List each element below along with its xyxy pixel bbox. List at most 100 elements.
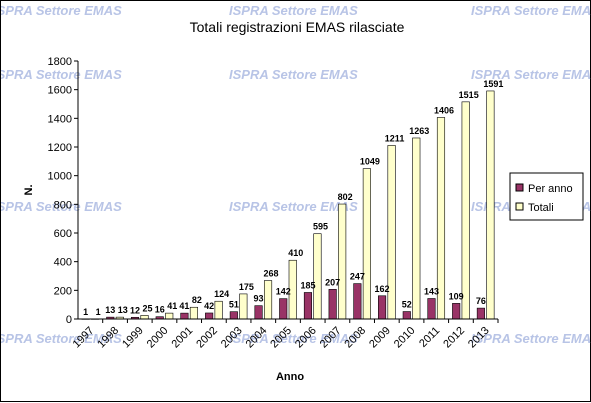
data-label-totali: 1211 xyxy=(385,133,405,143)
data-label-totali: 13 xyxy=(118,305,128,315)
y-tick-label: 1600 xyxy=(48,85,72,97)
bar-per-anno xyxy=(402,311,411,320)
data-label-per-anno: 185 xyxy=(300,280,315,290)
legend-label-per-anno: Per anno xyxy=(528,183,573,195)
watermark-text: ISPRA Settore EMAS xyxy=(471,331,591,346)
bar-totali xyxy=(214,300,223,320)
x-tick-label: 2002 xyxy=(194,325,220,351)
watermark-text: ISPRA Settore EMAS xyxy=(1,3,122,18)
data-label-totali: 1 xyxy=(96,307,101,317)
watermark-text: ISPRA Settore EMAS xyxy=(229,67,358,82)
legend-label-totali: Totali xyxy=(528,202,554,214)
bar-totali xyxy=(140,315,149,320)
y-tick-label: 200 xyxy=(54,285,72,297)
data-label-totali: 1263 xyxy=(409,126,429,136)
legend-swatch-per-anno xyxy=(515,183,524,192)
x-tick-label: 2009 xyxy=(367,325,393,351)
watermark-text: ISPRA Settore EMAS xyxy=(471,67,591,82)
data-label-totali: 175 xyxy=(239,282,254,292)
watermark-text: ISPRA Settore EMAS xyxy=(229,331,358,346)
watermark-text: ISPRA Settore EMAS xyxy=(1,67,122,82)
data-label-per-anno: 13 xyxy=(105,305,115,315)
x-tick-label: 2008 xyxy=(342,325,368,351)
data-label-totali: 410 xyxy=(288,248,303,258)
legend-box xyxy=(509,172,584,221)
data-labels-layer: 1 1 13 13 12 25 16 41 41824212451175932681424101… xyxy=(83,79,503,317)
data-label-totali: 25 xyxy=(143,303,153,313)
data-label-totali: 1049 xyxy=(360,157,380,167)
data-label-totali: 124 xyxy=(214,289,229,299)
bar-totali xyxy=(338,203,347,320)
bar-totali xyxy=(189,306,198,320)
bar-totali xyxy=(313,233,322,320)
y-tick-label: 1800 xyxy=(48,56,72,68)
data-label-per-anno: 51 xyxy=(229,300,239,310)
x-tick-label: 2010 xyxy=(392,325,418,351)
bar-totali xyxy=(239,293,248,320)
y-tick-label: 1000 xyxy=(48,171,72,183)
watermark-text: ISPRA Settore EMAS xyxy=(229,199,358,214)
bar-totali xyxy=(461,101,470,320)
chart-title: Totali registrazioni EMAS rilasciate xyxy=(190,19,405,35)
data-label-per-anno: 247 xyxy=(350,272,365,282)
watermark-text: ISPRA Settore EMAS xyxy=(229,3,358,18)
y-axis-ticks: 0 200 400 600 800 1000 1200 1400 1600 1800 xyxy=(48,56,78,326)
x-tick-label: 2011 xyxy=(417,325,442,350)
bar-per-anno xyxy=(328,289,337,320)
data-label-per-anno: 12 xyxy=(130,305,140,315)
bar-per-anno xyxy=(476,307,485,320)
bar-per-anno xyxy=(353,283,362,320)
bar-per-anno xyxy=(303,292,313,320)
y-tick-label: 1400 xyxy=(48,113,72,125)
data-label-per-anno: 162 xyxy=(375,284,390,294)
bar-per-anno xyxy=(427,298,436,320)
data-label-per-anno: 142 xyxy=(276,287,291,297)
y-tick-label: 600 xyxy=(54,228,72,240)
x-axis-title: Anno xyxy=(276,371,304,383)
y-tick-label: 800 xyxy=(54,199,72,211)
bar-per-anno xyxy=(180,312,189,320)
data-label-per-anno: 109 xyxy=(449,291,464,301)
bar-per-anno xyxy=(378,295,387,320)
x-tick-label: 2000 xyxy=(145,325,171,351)
bar-totali xyxy=(263,280,273,320)
data-label-totali: 1515 xyxy=(459,90,479,100)
bar-totali xyxy=(362,168,371,320)
bar-per-anno xyxy=(205,312,214,320)
data-label-per-anno: 76 xyxy=(476,296,486,306)
bar-per-anno xyxy=(229,311,238,320)
data-label-totali: 82 xyxy=(192,295,202,305)
data-label-totali: 268 xyxy=(264,269,279,279)
bars-layer xyxy=(81,90,495,320)
bar-totali xyxy=(412,137,421,320)
legend: Per anno Totali xyxy=(509,172,584,221)
watermark-text: ISPRA Settore EMAS xyxy=(1,331,122,346)
data-label-per-anno: 16 xyxy=(155,305,165,315)
data-label-per-anno: 52 xyxy=(402,300,412,310)
y-tick-label: 0 xyxy=(66,314,72,326)
bar-per-anno xyxy=(254,305,263,320)
data-label-per-anno: 93 xyxy=(254,294,264,304)
x-tick-label: 2012 xyxy=(441,325,467,351)
watermark-text: ISPRA Settore EMAS xyxy=(1,199,122,214)
data-label-per-anno: 207 xyxy=(325,277,340,287)
bar-per-anno xyxy=(279,298,288,320)
data-label-per-anno: 143 xyxy=(424,287,439,297)
y-tick-label: 1200 xyxy=(48,142,72,154)
data-label-totali: 1406 xyxy=(434,105,454,115)
watermark-text: ISPRA Settore EMAS xyxy=(471,3,591,18)
bar-per-anno xyxy=(452,303,461,320)
data-label-totali: 802 xyxy=(338,192,353,202)
bar-totali xyxy=(486,90,495,320)
bar-totali xyxy=(165,312,174,320)
y-tick-label: 400 xyxy=(54,257,72,269)
y-axis-title: N. xyxy=(23,185,35,196)
data-label-totali: 41 xyxy=(167,301,177,311)
data-label-totali: 1591 xyxy=(483,79,503,89)
x-tick-label: 2001 xyxy=(169,325,195,351)
data-label-per-anno: 1 xyxy=(83,307,88,317)
data-label-per-anno: 41 xyxy=(179,301,189,311)
data-label-totali: 595 xyxy=(313,222,328,232)
